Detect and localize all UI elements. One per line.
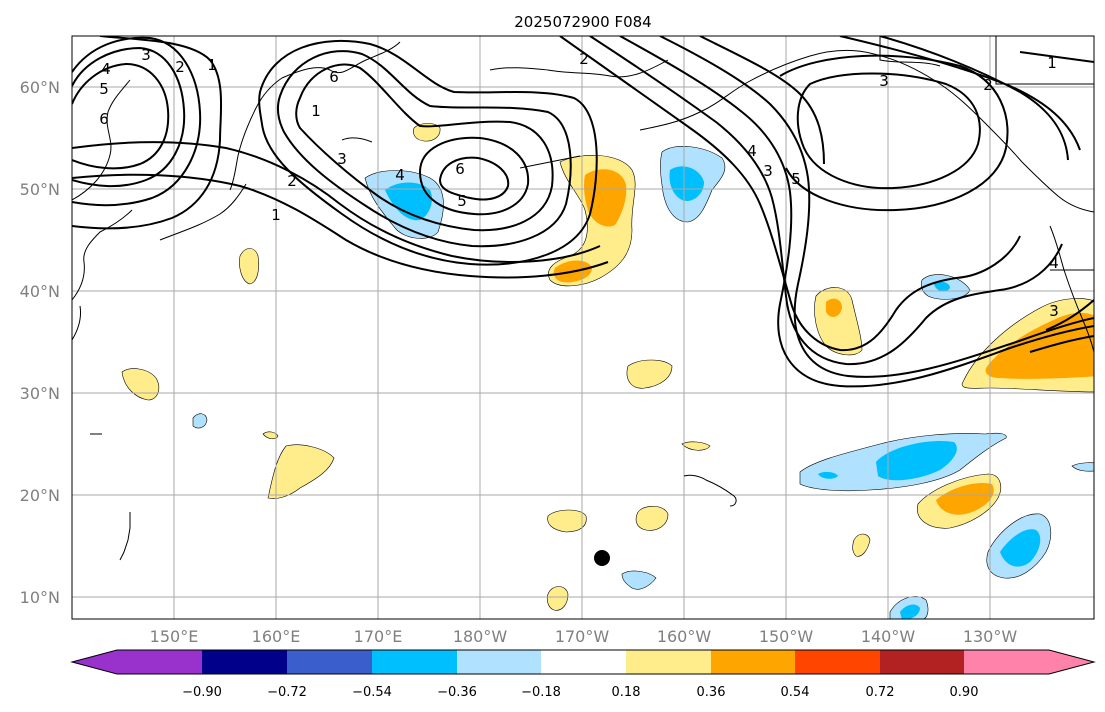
lon-tick-label: 170°W bbox=[555, 627, 610, 646]
colorbar-tick-label: −0.72 bbox=[267, 685, 307, 700]
negative-anomaly-core bbox=[385, 182, 432, 221]
contour-label: 2 bbox=[579, 50, 589, 68]
colorbar-tick-label: −0.54 bbox=[352, 685, 392, 700]
colorbar-segment bbox=[72, 650, 202, 674]
lat-tick-label: 30°N bbox=[20, 384, 60, 403]
lat-tick-label: 40°N bbox=[20, 282, 60, 301]
contour-labels: 1 2 3 4 5 6 3 2 1 4 5 6 3 2 1 2 4 3 5 6 … bbox=[99, 46, 1059, 320]
contour-label: 2 bbox=[983, 76, 993, 94]
contour-label: 1 bbox=[207, 56, 217, 74]
contour-label: 6 bbox=[455, 160, 465, 178]
lon-tick-label: 170°E bbox=[354, 627, 403, 646]
colorbar-tick-label: 0.72 bbox=[866, 685, 895, 700]
latitude-axis: 60°N 50°N 40°N 30°N 20°N 10°N bbox=[20, 78, 60, 607]
contour-label: 4 bbox=[1049, 254, 1059, 272]
colorbar-segment bbox=[457, 650, 541, 674]
plot-area bbox=[72, 36, 1094, 619]
colorbar-tick-label: 0.90 bbox=[950, 685, 979, 700]
contour-lines bbox=[72, 36, 1094, 388]
lat-tick-label: 50°N bbox=[20, 180, 60, 199]
gridlines bbox=[72, 36, 1094, 619]
colorbar-segment bbox=[626, 650, 711, 674]
negative-anomaly-region bbox=[1071, 462, 1094, 472]
lon-tick-label: 160°W bbox=[657, 627, 712, 646]
positive-anomaly-region bbox=[239, 248, 260, 285]
colorbar-segment bbox=[964, 650, 1094, 674]
lat-tick-label: 60°N bbox=[20, 78, 60, 97]
positive-anomaly-region bbox=[635, 505, 669, 531]
positive-anomaly-region bbox=[681, 441, 711, 451]
contour-label: 6 bbox=[329, 68, 339, 86]
colorbar-segment bbox=[202, 650, 287, 674]
positive-anomaly-region bbox=[626, 359, 673, 389]
lon-tick-label: 180°W bbox=[453, 627, 508, 646]
colorbar-tick-label: −0.18 bbox=[521, 685, 561, 700]
contour-label: 6 bbox=[99, 110, 109, 128]
storm-position-marker bbox=[594, 550, 610, 566]
contour-label: 2 bbox=[175, 58, 185, 76]
negative-anomaly-core bbox=[900, 604, 920, 619]
anomaly-shading bbox=[121, 123, 1094, 619]
contour-label: 3 bbox=[141, 46, 151, 64]
lon-tick-label: 160°E bbox=[252, 627, 301, 646]
colorbar-tick-label: 0.36 bbox=[697, 685, 726, 700]
negative-anomaly-core bbox=[669, 166, 704, 201]
contour-label: 1 bbox=[311, 102, 321, 120]
colorbar-segment bbox=[795, 650, 880, 674]
lon-tick-label: 150°E bbox=[150, 627, 199, 646]
contour-label: 4 bbox=[395, 166, 405, 184]
negative-anomaly-core bbox=[876, 440, 957, 481]
lon-tick-label: 130°W bbox=[963, 627, 1018, 646]
positive-anomaly-core bbox=[826, 298, 842, 317]
positive-anomaly-region bbox=[852, 533, 871, 557]
map-title: 2025072900 F084 bbox=[514, 13, 651, 31]
positive-anomaly-core bbox=[985, 313, 1094, 379]
lat-tick-label: 20°N bbox=[20, 486, 60, 505]
colorbar-outline bbox=[70, 649, 1096, 675]
lon-tick-label: 140°W bbox=[861, 627, 916, 646]
positive-anomaly-region bbox=[546, 586, 569, 611]
positive-anomaly-core bbox=[936, 482, 994, 515]
colorbar-segment bbox=[711, 650, 795, 674]
contour-label: 5 bbox=[791, 170, 801, 188]
contour-label: 4 bbox=[747, 142, 757, 160]
longitude-axis: 150°E 160°E 170°E 180°W 170°W 160°W 150°… bbox=[150, 627, 1018, 646]
lon-tick-label: 150°W bbox=[759, 627, 814, 646]
plot-frame bbox=[71, 35, 1095, 620]
negative-anomaly-core bbox=[818, 471, 838, 479]
contour-label: 4 bbox=[101, 60, 111, 78]
contour-label: 3 bbox=[879, 72, 889, 90]
contour-label: 3 bbox=[763, 162, 773, 180]
colorbar-segment bbox=[287, 650, 372, 674]
colorbar-tick-label: −0.36 bbox=[437, 685, 477, 700]
negative-anomaly-core bbox=[1000, 529, 1041, 567]
contour-label: 3 bbox=[1049, 302, 1059, 320]
negative-anomaly-region bbox=[621, 570, 657, 590]
negative-anomaly-region bbox=[192, 413, 208, 429]
colorbar-tick-label: 0.18 bbox=[612, 685, 641, 700]
positive-anomaly-region bbox=[262, 431, 279, 440]
contour-label: 1 bbox=[271, 206, 281, 224]
contour-label: 5 bbox=[457, 192, 467, 210]
map-layers: 1 2 3 4 5 6 3 2 1 4 5 6 3 2 1 2 4 3 5 6 … bbox=[72, 36, 1094, 619]
positive-anomaly-region bbox=[413, 123, 441, 142]
contour-label: 3 bbox=[337, 150, 347, 168]
colorbar-tick-label: 0.54 bbox=[781, 685, 810, 700]
colorbar-segment bbox=[880, 650, 964, 674]
colorbar-segment bbox=[541, 650, 626, 674]
negative-anomaly-core bbox=[934, 281, 950, 292]
contour-label: 2 bbox=[287, 172, 297, 190]
contour-label: 5 bbox=[99, 80, 109, 98]
positive-anomaly-region bbox=[267, 444, 335, 499]
colorbar: −0.90 −0.72 −0.54 −0.36 −0.18 0.18 0.36 … bbox=[70, 649, 1096, 700]
colorbar-tick-label: −0.90 bbox=[182, 685, 222, 700]
colorbar-segment bbox=[372, 650, 457, 674]
lat-tick-label: 10°N bbox=[20, 588, 60, 607]
contour-label: 1 bbox=[1047, 54, 1057, 72]
